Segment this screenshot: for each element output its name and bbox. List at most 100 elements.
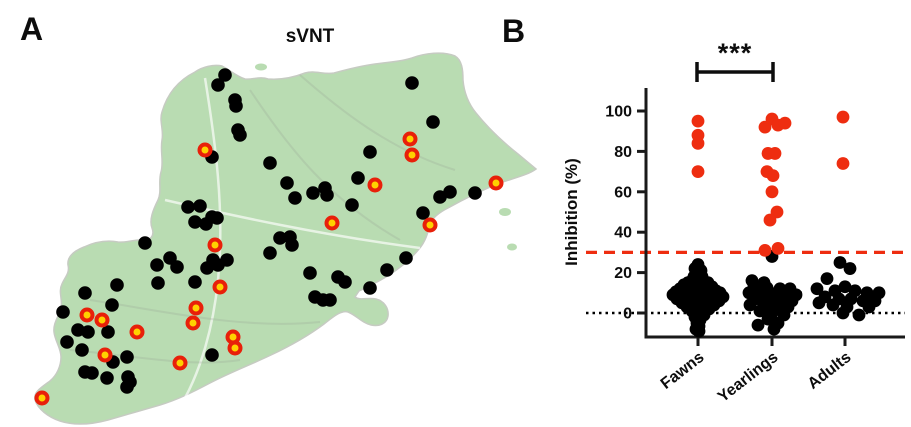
map-dot-positive bbox=[185, 315, 201, 331]
map-panel: A sVNT bbox=[20, 11, 538, 425]
map-dot-negative bbox=[263, 246, 277, 260]
map-dot-negative bbox=[150, 258, 164, 272]
islet bbox=[507, 243, 517, 251]
map-dot-positive bbox=[367, 177, 383, 193]
islet bbox=[255, 63, 267, 71]
data-point-positive bbox=[836, 157, 850, 170]
map-dot-negative bbox=[468, 186, 482, 200]
map-dot-negative bbox=[443, 185, 457, 199]
map-dot-negative bbox=[101, 325, 115, 339]
significance-bracket bbox=[695, 62, 775, 82]
map-dot-positive bbox=[79, 307, 95, 323]
map-dot-negative bbox=[233, 128, 247, 142]
category-label: Fawns bbox=[658, 349, 708, 393]
map-dot-negative bbox=[188, 215, 202, 229]
y-tick-label: 0 bbox=[623, 306, 632, 323]
map-dot-negative bbox=[120, 350, 134, 364]
y-axis-label: Inhibition (%) bbox=[562, 158, 581, 266]
map-dot-negative bbox=[60, 335, 74, 349]
map-dot-negative bbox=[303, 266, 317, 280]
data-point-positive bbox=[768, 147, 782, 160]
map-dot-negative bbox=[105, 298, 119, 312]
map-dot-negative bbox=[120, 380, 134, 394]
map-positive-dots-layer bbox=[34, 131, 504, 406]
y-tick-label: 40 bbox=[614, 225, 632, 242]
data-point-positive bbox=[836, 110, 850, 124]
map-dot-negative bbox=[351, 171, 365, 185]
map-title: sVNT bbox=[286, 26, 335, 47]
map-dot-negative bbox=[151, 276, 165, 290]
map-dot-positive bbox=[129, 324, 145, 340]
data-point-negative bbox=[743, 298, 757, 312]
map-dot-negative bbox=[100, 371, 114, 385]
panel-b-label: B bbox=[502, 13, 525, 49]
map-dot-positive bbox=[324, 215, 340, 231]
data-point-positive bbox=[758, 243, 772, 257]
y-tick-label: 60 bbox=[614, 184, 632, 201]
category-label: Adults bbox=[805, 349, 855, 393]
data-point-negative bbox=[820, 272, 834, 286]
map-dot-negative bbox=[263, 156, 277, 170]
map-dot-positive bbox=[212, 279, 228, 295]
data-point-positive bbox=[771, 241, 785, 255]
data-point-positive bbox=[763, 213, 777, 227]
map-dot-negative bbox=[363, 281, 377, 295]
map-dot-negative bbox=[306, 186, 320, 200]
data-point-negative bbox=[810, 282, 824, 296]
data-point-negative bbox=[833, 256, 847, 269]
data-point-positive bbox=[691, 136, 705, 150]
map-dot-negative bbox=[199, 217, 213, 231]
data-point-negative bbox=[761, 312, 775, 326]
map-dot-negative bbox=[200, 261, 214, 275]
map-dot-positive bbox=[402, 131, 418, 147]
map-dot-negative bbox=[345, 198, 359, 212]
panel-a-label: A bbox=[20, 11, 43, 47]
map-dot-negative bbox=[280, 176, 294, 190]
data-point-negative bbox=[836, 306, 850, 320]
map-dot-negative bbox=[205, 348, 219, 362]
map-dot-negative bbox=[320, 188, 334, 202]
map-dot-positive bbox=[94, 312, 110, 328]
map-dot-negative bbox=[218, 68, 232, 82]
map-dot-negative bbox=[399, 251, 413, 265]
map-dot-positive bbox=[227, 340, 243, 356]
data-point-positive bbox=[778, 116, 792, 130]
map-dot-negative bbox=[110, 278, 124, 292]
data-point-positive bbox=[758, 120, 772, 134]
map-dot-positive bbox=[188, 300, 204, 316]
map-dot-negative bbox=[211, 258, 225, 272]
data-point-negative bbox=[767, 322, 781, 336]
map-dot-negative bbox=[331, 270, 345, 284]
islet bbox=[499, 208, 511, 216]
map-dot-negative bbox=[85, 366, 99, 380]
map-dot-negative bbox=[170, 260, 184, 274]
data-point-negative bbox=[753, 304, 767, 318]
map-dot-negative bbox=[75, 343, 89, 357]
map-dot-negative bbox=[56, 305, 70, 319]
data-point-negative bbox=[852, 308, 866, 322]
data-point-negative bbox=[826, 298, 840, 312]
map-dot-positive bbox=[197, 142, 213, 158]
map-dot-negative bbox=[188, 275, 202, 289]
map-dot-positive bbox=[207, 237, 223, 253]
map-dot-negative bbox=[323, 293, 337, 307]
map-dot-negative bbox=[363, 145, 377, 159]
significance-label: *** bbox=[718, 38, 753, 68]
y-tick-label: 80 bbox=[614, 144, 632, 161]
map-dot-positive bbox=[404, 147, 420, 163]
map-dot-negative bbox=[285, 238, 299, 252]
data-point-negative bbox=[692, 324, 706, 338]
map-dot-negative bbox=[380, 263, 394, 277]
data-point-negative bbox=[751, 318, 765, 332]
map-dot-negative bbox=[229, 99, 243, 113]
category-label: Yearlings bbox=[715, 349, 782, 406]
data-point-positive bbox=[691, 165, 705, 179]
data-point-negative bbox=[843, 262, 857, 275]
data-points-layer bbox=[666, 110, 886, 338]
map-dot-positive bbox=[422, 217, 438, 233]
map-dot-positive bbox=[172, 355, 188, 371]
data-point-negative bbox=[862, 300, 876, 314]
y-tick-label: 20 bbox=[614, 265, 632, 282]
map-dot-negative bbox=[181, 200, 195, 214]
